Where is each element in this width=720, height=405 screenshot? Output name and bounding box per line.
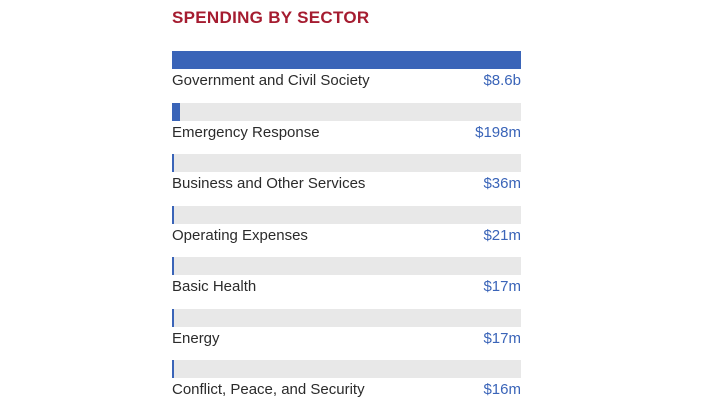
bar-row: Energy $17m xyxy=(172,308,521,361)
bar-row: Basic Health $17m xyxy=(172,257,521,309)
chart-title: SPENDING BY SECTOR xyxy=(172,8,370,27)
bar xyxy=(172,257,174,275)
bar-track xyxy=(172,102,521,121)
value-label: $198m xyxy=(475,123,521,141)
bar-row: Emergency Response $198m xyxy=(172,102,521,155)
bar xyxy=(172,51,521,69)
bar-track xyxy=(172,154,521,172)
bar-track xyxy=(172,257,521,275)
bar-row: Business and Other Services $36m xyxy=(172,154,521,206)
bar xyxy=(172,308,174,327)
bar xyxy=(172,102,181,121)
bar xyxy=(172,205,174,224)
bar-track xyxy=(172,360,521,378)
value-label: $16m xyxy=(483,381,521,398)
value-label: $8.6b xyxy=(483,72,521,89)
value-label: $17m xyxy=(483,278,521,295)
bar xyxy=(172,154,174,172)
category-label: Government and Civil Society xyxy=(172,72,370,89)
category-label: Basic Health xyxy=(172,278,257,295)
bar xyxy=(172,360,174,378)
bar-chart: Government and Civil Society $8.6b Emergen… xyxy=(172,51,521,405)
bar-row: Operating Expenses $21m xyxy=(172,205,521,258)
bar-row: Conflict, Peace, and Security $16m xyxy=(172,360,521,405)
category-label: Energy xyxy=(172,329,220,347)
value-label: $36m xyxy=(483,175,521,192)
value-label: $17m xyxy=(483,329,521,347)
category-label: Emergency Response xyxy=(172,123,320,141)
category-label: Business and Other Services xyxy=(172,175,366,192)
bar-track xyxy=(172,205,521,224)
bar-row: Government and Civil Society $8.6b xyxy=(172,51,521,103)
category-label: Operating Expenses xyxy=(172,226,308,244)
bar-track xyxy=(172,308,521,327)
bar-track xyxy=(172,51,521,69)
category-label: Conflict, Peace, and Security xyxy=(172,381,365,398)
value-label: $21m xyxy=(483,226,521,244)
